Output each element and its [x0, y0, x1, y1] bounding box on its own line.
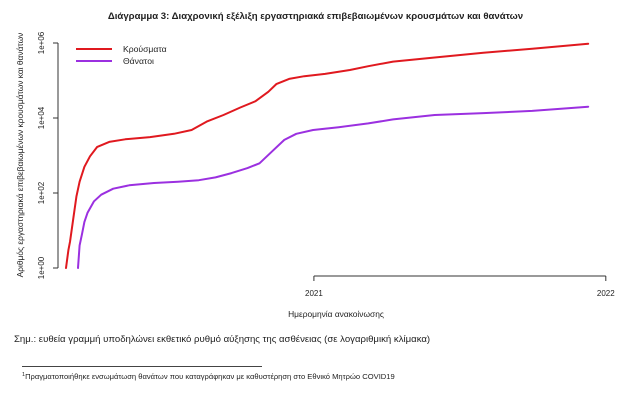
y-tick-label: 1e+02	[37, 181, 46, 204]
legend-label: Θάνατοι	[123, 56, 154, 66]
chart-note: Σημ.: ευθεία γραμμή υποδηλώνει εκθετικό …	[14, 334, 431, 345]
y-tick-label: 1e+00	[37, 256, 46, 279]
footnote: 1Πραγματοποιήθηκε ενσωμάτωση θανάτων που…	[22, 372, 395, 381]
series-lines	[65, 42, 590, 269]
series-line-cases	[65, 42, 590, 269]
legend-label: Κρούσματα	[123, 44, 167, 54]
footnote-text: Πραγματοποιήθηκε ενσωμάτωση θανάτων που …	[25, 372, 395, 381]
y-axis-label: Αριθμός εργαστηριακά επιβεβαιωμένων κρου…	[15, 33, 25, 278]
axes: 1e+00 1e+02 1e+04 1e+06 2021 2022 Ημερομηνία α…	[15, 31, 615, 319]
y-tick-label: 1e+06	[37, 31, 46, 54]
x-tick-label: 2022	[597, 289, 615, 298]
footnote-marker: 1	[22, 372, 26, 378]
footnote-divider	[22, 366, 262, 367]
legend: Κρούσματα Θάνατοι	[76, 44, 167, 66]
chart-title: Διάγραμμα 3: Διαχρονική εξέλιξη εργαστηρ…	[107, 11, 524, 22]
x-axis-label: Ημερομηνία ανακοίνωσης	[288, 309, 384, 319]
series-line-deaths	[77, 105, 590, 269]
y-tick-label: 1e+04	[37, 106, 46, 129]
x-tick-label: 2021	[305, 289, 323, 298]
